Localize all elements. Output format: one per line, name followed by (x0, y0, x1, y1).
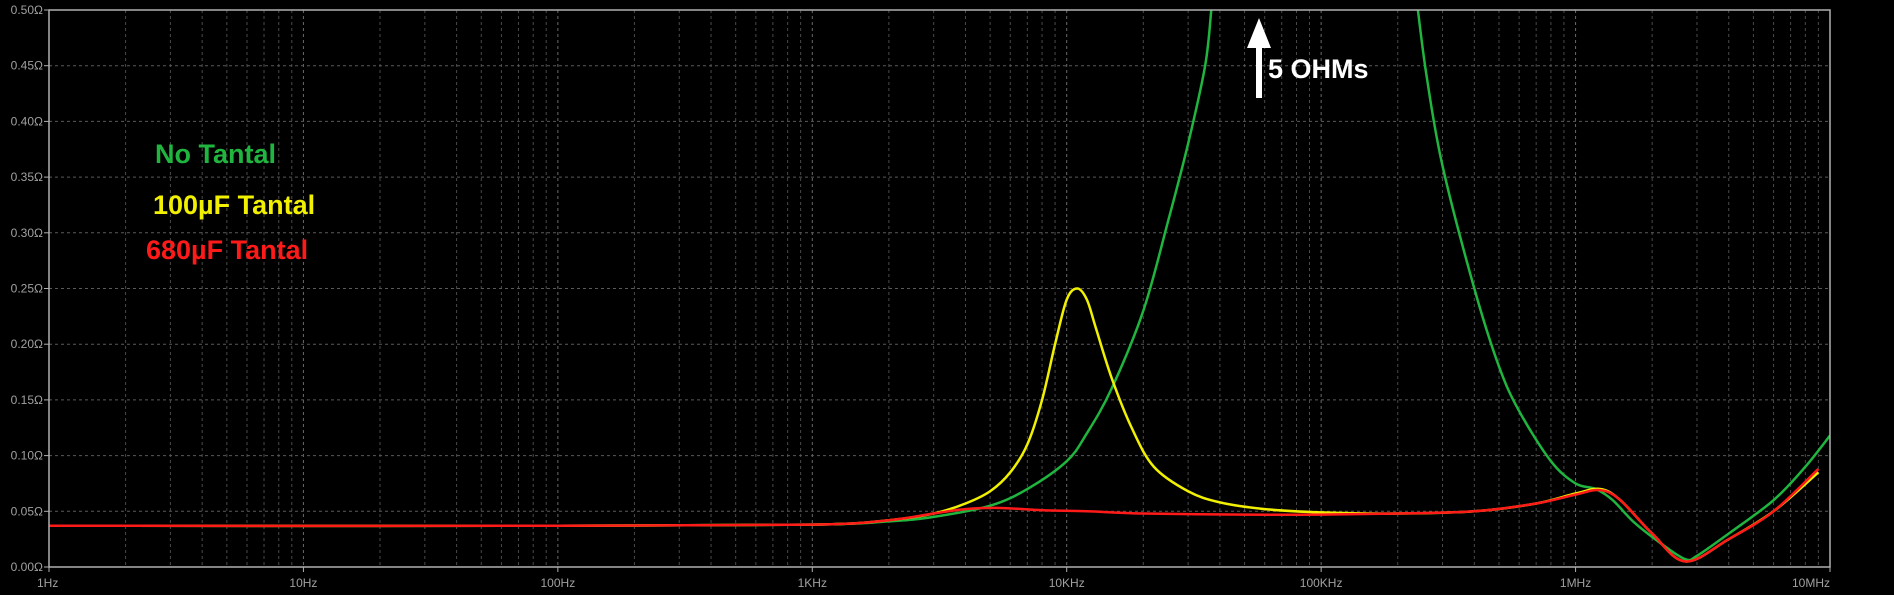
y-tick-label: 0.30Ω (11, 226, 43, 240)
series-line-no-tantal (49, 10, 1211, 526)
y-tick-label: 0.00Ω (11, 560, 43, 574)
grid-lines (49, 10, 1830, 567)
x-tick-label: 1Hz (37, 576, 58, 590)
y-tick-label: 0.15Ω (11, 393, 43, 407)
y-tick-label: 0.25Ω (11, 282, 43, 296)
y-tick-label: 0.05Ω (11, 504, 43, 518)
annotation: 5 OHMs (1247, 18, 1369, 98)
series-layer (49, 10, 1830, 561)
legend: No Tantal 100µF Tantal 680µF Tantal (146, 139, 315, 265)
x-tick-label: 1MHz (1560, 576, 1591, 590)
y-tick-label: 0.40Ω (11, 114, 43, 128)
series-line-no-tantal (1418, 10, 1830, 560)
y-tick-label: 0.45Ω (11, 59, 43, 73)
legend-entry-100uf-tantal: 100µF Tantal (153, 190, 315, 220)
x-tick-label: 10MHz (1792, 576, 1830, 590)
y-tick-label: 0.20Ω (11, 337, 43, 351)
x-tick-label: 1KHz (798, 576, 827, 590)
x-tick-label: 100KHz (1300, 576, 1343, 590)
x-tick-label: 10Hz (289, 576, 317, 590)
y-tick-label: 0.10Ω (11, 449, 43, 463)
annotation-label: 5 OHMs (1268, 54, 1369, 84)
y-tick-label: 0.35Ω (11, 170, 43, 184)
legend-entry-no-tantal: No Tantal (155, 139, 276, 169)
legend-entry-680uf-tantal: 680µF Tantal (146, 235, 308, 265)
x-tick-label: 100Hz (541, 576, 576, 590)
x-tick-label: 10KHz (1049, 576, 1085, 590)
y-tick-label: 0.50Ω (11, 3, 43, 17)
axis-layer: 0.00Ω 0.05Ω 0.10Ω 0.15Ω 0.20Ω 0.25Ω 0.30Ω 0.35Ω… (11, 3, 1830, 590)
